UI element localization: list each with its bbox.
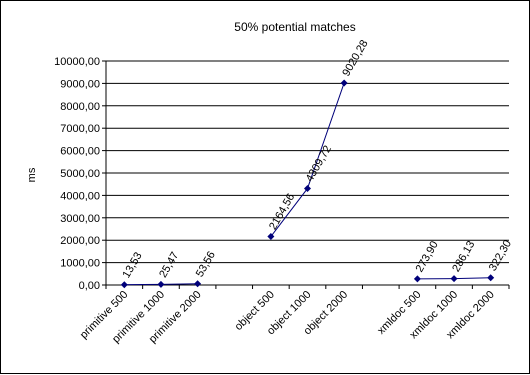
data-point xyxy=(267,233,275,241)
y-tick-label: 4000,00 xyxy=(60,190,100,202)
data-point xyxy=(194,280,202,288)
y-tick-label: 2000,00 xyxy=(60,235,100,247)
data-label: 2164,56 xyxy=(267,192,297,232)
y-axis-label: ms xyxy=(26,167,38,182)
data-label: 4309,72 xyxy=(304,144,334,184)
y-tick-label: 3000,00 xyxy=(60,213,100,225)
chart-title: 50% potential matches xyxy=(234,20,355,34)
y-tick-label: 10000,00 xyxy=(54,56,100,68)
data-label: 273,90 xyxy=(414,239,441,274)
y-tick-label: 8000,00 xyxy=(60,101,100,113)
data-point xyxy=(487,274,495,282)
data-point xyxy=(413,275,421,283)
data-point xyxy=(157,280,165,288)
gridlines xyxy=(106,60,509,264)
data-label: 13,53 xyxy=(121,250,145,280)
y-tick-label: 5000,00 xyxy=(60,168,100,180)
data-label: 286,13 xyxy=(450,239,477,274)
y-tick-label: 7000,00 xyxy=(60,123,100,135)
series-lines xyxy=(124,82,491,286)
y-tick-label: 0,00 xyxy=(79,280,100,292)
data-point xyxy=(120,281,128,289)
axes xyxy=(105,61,509,286)
data-label: 53,56 xyxy=(194,249,218,279)
data-label: 25,47 xyxy=(157,250,181,280)
y-tick-label: 6000,00 xyxy=(60,146,100,158)
data-label: 322,30 xyxy=(487,238,514,273)
y-tick-label: 1000,00 xyxy=(60,258,100,270)
y-axis-ticks: 0,00 1000,00 2000,00 3000,00 4000,00 5000,00 6… xyxy=(54,56,106,292)
y-tick-label: 9000,00 xyxy=(60,78,100,90)
data-label: 9020,28 xyxy=(340,38,370,78)
data-point xyxy=(304,184,311,192)
data-markers xyxy=(120,79,495,289)
data-point xyxy=(450,275,458,283)
data-point xyxy=(340,79,348,87)
